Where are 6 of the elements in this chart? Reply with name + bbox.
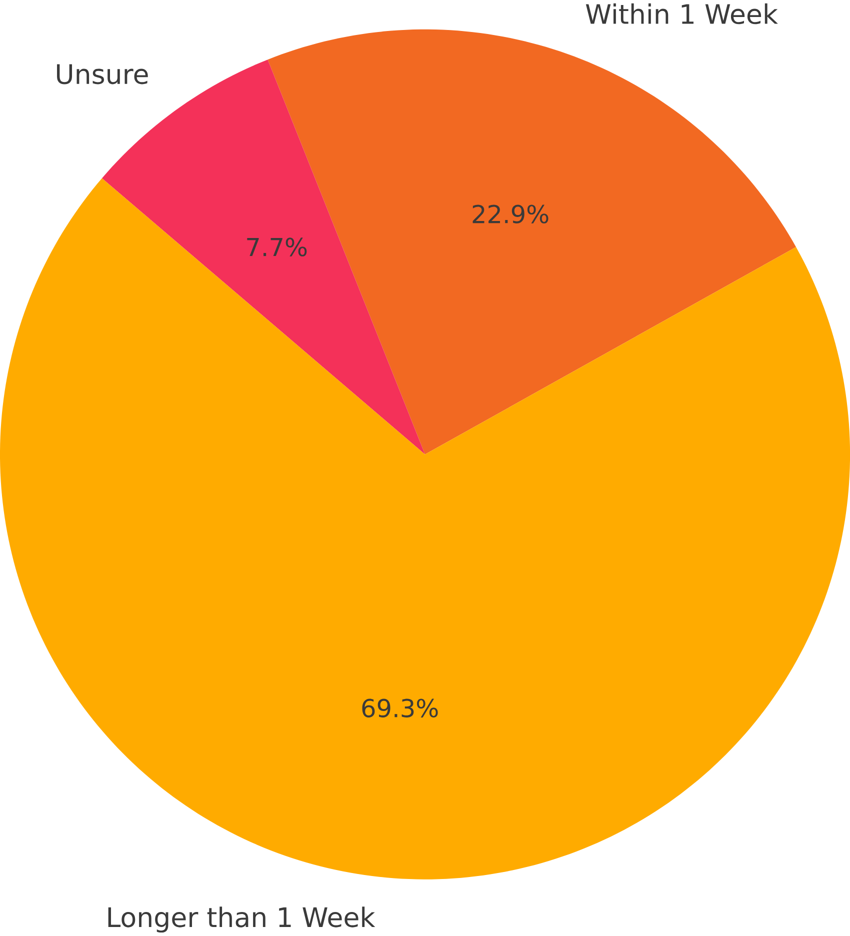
data-label: 7.7%: [247, 238, 307, 256]
slice-label: Within 1 Week: [586, 3, 778, 24]
slice-label: Unsure: [57, 64, 148, 84]
data-label: 22.9%: [472, 204, 548, 224]
slice-label: Longer than 1 Week: [108, 906, 376, 933]
data-label: 69.3%: [362, 698, 438, 718]
